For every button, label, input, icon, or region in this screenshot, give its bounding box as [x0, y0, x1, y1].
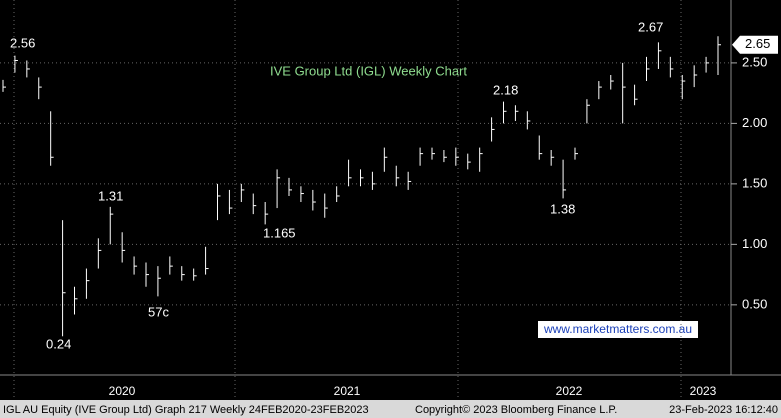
- annotation: 2.56: [10, 35, 35, 50]
- annotation: 1.31: [98, 188, 123, 203]
- last-price: 2.65: [745, 36, 770, 51]
- annotation: 1.165: [263, 225, 296, 240]
- last-price-box: [732, 35, 778, 54]
- x-tick-label: 2023: [690, 384, 717, 398]
- annotation: 2.67: [638, 19, 663, 34]
- footer-date: 23-Feb-2023 16:12:40: [669, 404, 778, 416]
- annotation: 57c: [148, 304, 169, 319]
- annotation: 1.38: [550, 201, 575, 216]
- annotation: 0.24: [46, 336, 71, 351]
- annotation: 2.18: [493, 82, 518, 97]
- y-tick-label: 1.50: [742, 175, 767, 190]
- watermark-box: [538, 321, 698, 338]
- chart-title: IVE Group Ltd (IGL) Weekly Chart: [270, 63, 467, 78]
- y-tick-label: 2.00: [742, 115, 767, 130]
- footer-left: IGL AU Equity (IVE Group Ltd) Graph 217 …: [3, 404, 369, 416]
- x-tick-label: 2022: [556, 384, 583, 398]
- footer-copyright: Copyright© 2023 Bloomberg Finance L.P.: [415, 404, 617, 416]
- watermark: www.marketmatters.com.au: [543, 322, 692, 336]
- y-tick-label: 2.50: [742, 54, 767, 69]
- y-tick-label: 1.00: [742, 236, 767, 251]
- x-tick-label: 2020: [109, 384, 136, 398]
- x-tick-label: 2021: [334, 384, 361, 398]
- footer-bar: [0, 400, 781, 418]
- y-tick-label: 0.50: [742, 296, 767, 311]
